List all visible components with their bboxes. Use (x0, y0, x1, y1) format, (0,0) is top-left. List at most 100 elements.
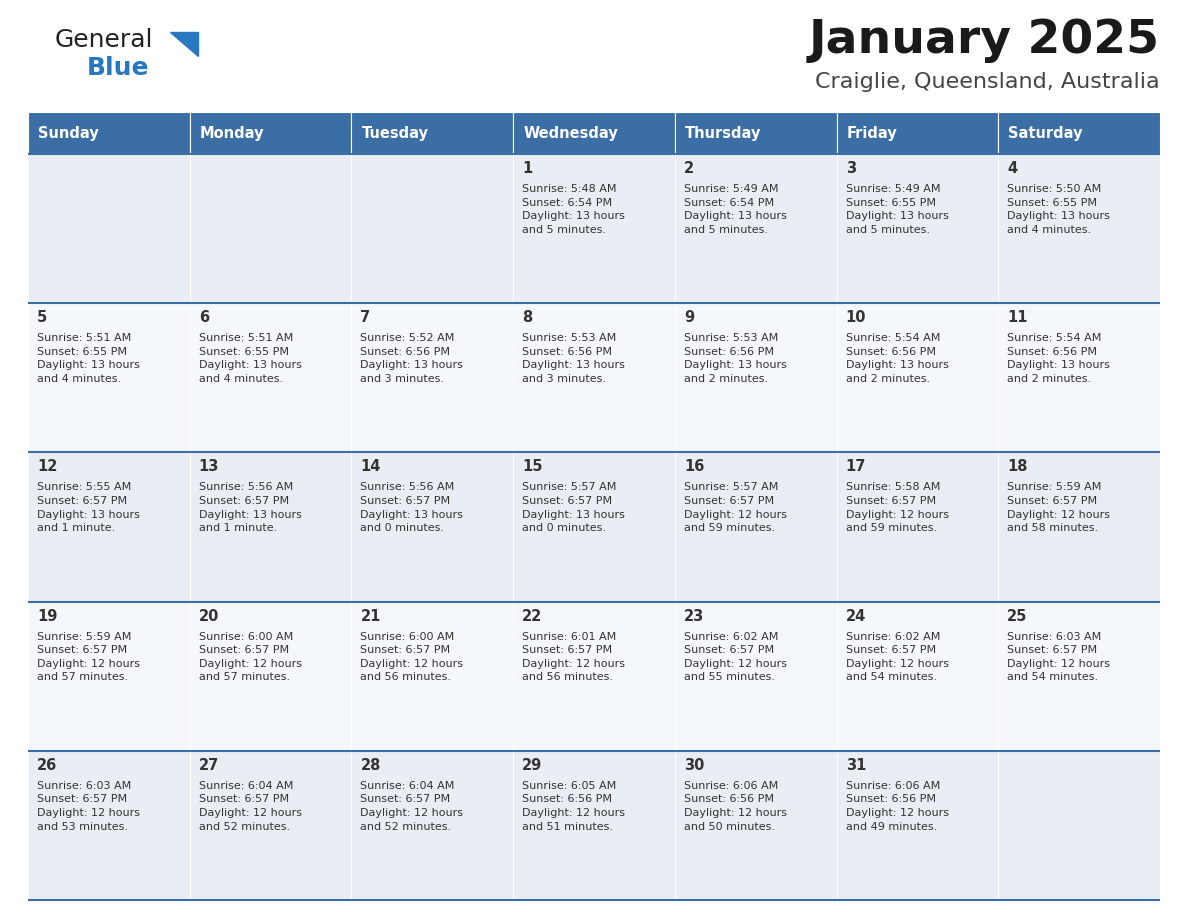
Text: 23: 23 (684, 609, 704, 623)
Text: 30: 30 (684, 757, 704, 773)
Text: 31: 31 (846, 757, 866, 773)
Polygon shape (170, 32, 198, 56)
Text: 5: 5 (37, 310, 48, 325)
Bar (836, 112, 998, 154)
Text: 1: 1 (523, 161, 532, 176)
Text: General: General (55, 28, 153, 52)
Text: 17: 17 (846, 459, 866, 475)
Text: Sunrise: 5:53 AM
Sunset: 6:56 PM
Daylight: 13 hours
and 3 minutes.: Sunrise: 5:53 AM Sunset: 6:56 PM Dayligh… (523, 333, 625, 384)
Text: Sunrise: 5:57 AM
Sunset: 6:57 PM
Daylight: 13 hours
and 0 minutes.: Sunrise: 5:57 AM Sunset: 6:57 PM Dayligh… (523, 482, 625, 533)
Bar (29, 601, 190, 751)
Text: Sunrise: 5:49 AM
Sunset: 6:55 PM
Daylight: 13 hours
and 5 minutes.: Sunrise: 5:49 AM Sunset: 6:55 PM Dayligh… (846, 184, 948, 235)
Text: Sunrise: 6:06 AM
Sunset: 6:56 PM
Daylight: 12 hours
and 50 minutes.: Sunrise: 6:06 AM Sunset: 6:56 PM Dayligh… (684, 781, 786, 832)
Bar (513, 303, 675, 453)
Text: Sunrise: 5:54 AM
Sunset: 6:56 PM
Daylight: 13 hours
and 2 minutes.: Sunrise: 5:54 AM Sunset: 6:56 PM Dayligh… (1007, 333, 1110, 384)
Bar (998, 154, 1159, 303)
Bar (675, 112, 836, 154)
Text: Sunrise: 6:02 AM
Sunset: 6:57 PM
Daylight: 12 hours
and 55 minutes.: Sunrise: 6:02 AM Sunset: 6:57 PM Dayligh… (684, 632, 786, 682)
Text: Sunrise: 5:59 AM
Sunset: 6:57 PM
Daylight: 12 hours
and 57 minutes.: Sunrise: 5:59 AM Sunset: 6:57 PM Dayligh… (37, 632, 140, 682)
Text: 29: 29 (523, 757, 543, 773)
Text: 21: 21 (360, 609, 381, 623)
Text: Sunrise: 5:51 AM
Sunset: 6:55 PM
Daylight: 13 hours
and 4 minutes.: Sunrise: 5:51 AM Sunset: 6:55 PM Dayligh… (198, 333, 302, 384)
Bar (998, 303, 1159, 453)
Text: Friday: Friday (847, 126, 897, 140)
Text: 18: 18 (1007, 459, 1028, 475)
Text: Sunrise: 6:00 AM
Sunset: 6:57 PM
Daylight: 12 hours
and 57 minutes.: Sunrise: 6:00 AM Sunset: 6:57 PM Dayligh… (198, 632, 302, 682)
Bar (836, 751, 998, 900)
Text: Monday: Monday (200, 126, 264, 140)
Bar (190, 601, 352, 751)
Text: Sunrise: 5:51 AM
Sunset: 6:55 PM
Daylight: 13 hours
and 4 minutes.: Sunrise: 5:51 AM Sunset: 6:55 PM Dayligh… (37, 333, 140, 384)
Text: Tuesday: Tuesday (361, 126, 429, 140)
Text: 11: 11 (1007, 310, 1028, 325)
Bar (29, 303, 190, 453)
Text: 15: 15 (523, 459, 543, 475)
Bar (675, 154, 836, 303)
Text: 28: 28 (360, 757, 381, 773)
Bar (836, 303, 998, 453)
Bar (352, 751, 513, 900)
Bar (675, 751, 836, 900)
Text: 20: 20 (198, 609, 219, 623)
Text: Sunrise: 6:01 AM
Sunset: 6:57 PM
Daylight: 12 hours
and 56 minutes.: Sunrise: 6:01 AM Sunset: 6:57 PM Dayligh… (523, 632, 625, 682)
Text: 19: 19 (37, 609, 57, 623)
Text: Sunday: Sunday (38, 126, 99, 140)
Text: Sunrise: 5:55 AM
Sunset: 6:57 PM
Daylight: 13 hours
and 1 minute.: Sunrise: 5:55 AM Sunset: 6:57 PM Dayligh… (37, 482, 140, 533)
Text: 16: 16 (684, 459, 704, 475)
Text: Sunrise: 6:04 AM
Sunset: 6:57 PM
Daylight: 12 hours
and 52 minutes.: Sunrise: 6:04 AM Sunset: 6:57 PM Dayligh… (198, 781, 302, 832)
Bar (675, 303, 836, 453)
Bar (998, 601, 1159, 751)
Text: 26: 26 (37, 757, 57, 773)
Bar (352, 154, 513, 303)
Text: Sunrise: 5:50 AM
Sunset: 6:55 PM
Daylight: 13 hours
and 4 minutes.: Sunrise: 5:50 AM Sunset: 6:55 PM Dayligh… (1007, 184, 1110, 235)
Text: 27: 27 (198, 757, 219, 773)
Bar (190, 751, 352, 900)
Text: Saturday: Saturday (1009, 126, 1082, 140)
Bar (352, 601, 513, 751)
Bar (836, 601, 998, 751)
Text: Sunrise: 6:02 AM
Sunset: 6:57 PM
Daylight: 12 hours
and 54 minutes.: Sunrise: 6:02 AM Sunset: 6:57 PM Dayligh… (846, 632, 948, 682)
Bar (998, 751, 1159, 900)
Bar (836, 453, 998, 601)
Text: Thursday: Thursday (684, 126, 762, 140)
Bar (675, 453, 836, 601)
Bar (29, 112, 190, 154)
Text: Blue: Blue (87, 56, 150, 80)
Bar (513, 601, 675, 751)
Bar (29, 751, 190, 900)
Text: January 2025: January 2025 (809, 18, 1159, 63)
Text: 10: 10 (846, 310, 866, 325)
Bar (190, 112, 352, 154)
Bar (29, 154, 190, 303)
Bar (190, 453, 352, 601)
Text: 14: 14 (360, 459, 381, 475)
Text: 25: 25 (1007, 609, 1028, 623)
Text: Sunrise: 5:56 AM
Sunset: 6:57 PM
Daylight: 13 hours
and 1 minute.: Sunrise: 5:56 AM Sunset: 6:57 PM Dayligh… (198, 482, 302, 533)
Text: Sunrise: 6:06 AM
Sunset: 6:56 PM
Daylight: 12 hours
and 49 minutes.: Sunrise: 6:06 AM Sunset: 6:56 PM Dayligh… (846, 781, 948, 832)
Bar (675, 601, 836, 751)
Text: 6: 6 (198, 310, 209, 325)
Bar (513, 751, 675, 900)
Bar (352, 112, 513, 154)
Text: Sunrise: 6:03 AM
Sunset: 6:57 PM
Daylight: 12 hours
and 53 minutes.: Sunrise: 6:03 AM Sunset: 6:57 PM Dayligh… (37, 781, 140, 832)
Text: Sunrise: 5:54 AM
Sunset: 6:56 PM
Daylight: 13 hours
and 2 minutes.: Sunrise: 5:54 AM Sunset: 6:56 PM Dayligh… (846, 333, 948, 384)
Text: 24: 24 (846, 609, 866, 623)
Bar (190, 303, 352, 453)
Text: 8: 8 (523, 310, 532, 325)
Bar (352, 303, 513, 453)
Text: Sunrise: 5:57 AM
Sunset: 6:57 PM
Daylight: 12 hours
and 59 minutes.: Sunrise: 5:57 AM Sunset: 6:57 PM Dayligh… (684, 482, 786, 533)
Text: Sunrise: 5:59 AM
Sunset: 6:57 PM
Daylight: 12 hours
and 58 minutes.: Sunrise: 5:59 AM Sunset: 6:57 PM Dayligh… (1007, 482, 1111, 533)
Text: 13: 13 (198, 459, 219, 475)
Text: 22: 22 (523, 609, 543, 623)
Bar (513, 154, 675, 303)
Bar (352, 453, 513, 601)
Text: Sunrise: 5:58 AM
Sunset: 6:57 PM
Daylight: 12 hours
and 59 minutes.: Sunrise: 5:58 AM Sunset: 6:57 PM Dayligh… (846, 482, 948, 533)
Text: Sunrise: 6:05 AM
Sunset: 6:56 PM
Daylight: 12 hours
and 51 minutes.: Sunrise: 6:05 AM Sunset: 6:56 PM Dayligh… (523, 781, 625, 832)
Bar (190, 154, 352, 303)
Text: 9: 9 (684, 310, 694, 325)
Text: Sunrise: 5:49 AM
Sunset: 6:54 PM
Daylight: 13 hours
and 5 minutes.: Sunrise: 5:49 AM Sunset: 6:54 PM Dayligh… (684, 184, 786, 235)
Text: 2: 2 (684, 161, 694, 176)
Text: Sunrise: 6:04 AM
Sunset: 6:57 PM
Daylight: 12 hours
and 52 minutes.: Sunrise: 6:04 AM Sunset: 6:57 PM Dayligh… (360, 781, 463, 832)
Text: 3: 3 (846, 161, 855, 176)
Text: 4: 4 (1007, 161, 1017, 176)
